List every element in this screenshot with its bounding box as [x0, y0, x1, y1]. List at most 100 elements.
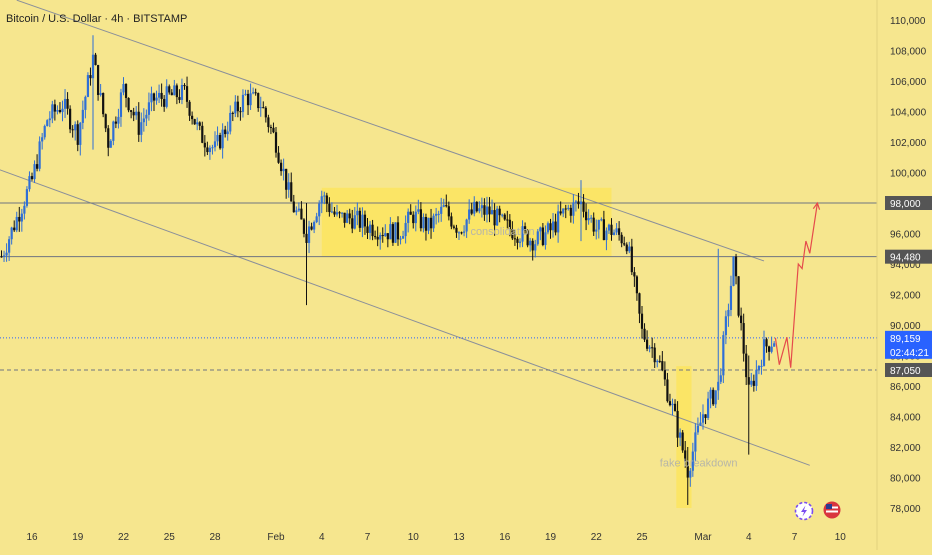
candle[interactable] [549, 218, 552, 239]
candle[interactable] [18, 206, 21, 232]
candle[interactable] [706, 391, 710, 420]
candle[interactable] [760, 359, 763, 375]
candle[interactable] [653, 343, 656, 368]
candle[interactable] [557, 204, 560, 243]
candle[interactable] [496, 205, 499, 226]
candle[interactable] [722, 331, 725, 384]
candle[interactable] [386, 233, 389, 248]
candle[interactable] [704, 414, 707, 425]
candle[interactable] [43, 124, 46, 140]
candle[interactable] [346, 210, 349, 224]
candle[interactable] [279, 159, 283, 176]
candle[interactable] [633, 267, 636, 287]
candle[interactable] [661, 351, 664, 372]
candle[interactable] [539, 226, 542, 241]
candle[interactable] [511, 221, 514, 241]
candle[interactable] [374, 230, 377, 240]
lightning-icon[interactable] [794, 501, 814, 521]
channel-upper-line[interactable] [16, 0, 765, 262]
candle[interactable] [112, 120, 115, 146]
candle[interactable] [201, 121, 204, 144]
candle[interactable] [163, 95, 166, 112]
candle[interactable] [442, 198, 445, 208]
candle[interactable] [160, 83, 163, 107]
candle[interactable] [404, 215, 407, 244]
candle[interactable] [546, 221, 550, 235]
candle[interactable] [717, 248, 720, 400]
candle[interactable] [307, 220, 311, 254]
candle[interactable] [86, 72, 90, 98]
candle[interactable] [353, 207, 356, 230]
candle[interactable] [185, 76, 189, 108]
candle[interactable] [508, 214, 511, 237]
candle[interactable] [157, 84, 161, 103]
candle[interactable] [254, 88, 257, 96]
candle[interactable] [5, 243, 8, 262]
candle[interactable] [435, 207, 438, 225]
us-flag-icon[interactable] [823, 501, 841, 519]
candle[interactable] [414, 205, 417, 232]
candle[interactable] [236, 95, 239, 118]
candle[interactable] [668, 393, 672, 407]
candle[interactable] [597, 219, 600, 239]
candle[interactable] [246, 89, 250, 116]
candle[interactable] [259, 96, 262, 117]
candle[interactable] [13, 220, 16, 232]
candle[interactable] [267, 114, 270, 133]
candle[interactable] [734, 253, 738, 285]
candle[interactable] [590, 214, 593, 223]
candle[interactable] [76, 120, 79, 152]
candle[interactable] [234, 95, 237, 118]
candle[interactable] [440, 197, 443, 222]
candle[interactable] [20, 208, 23, 232]
candle[interactable] [455, 224, 458, 238]
candle[interactable] [290, 172, 293, 202]
candle[interactable] [719, 368, 722, 385]
candle[interactable] [63, 89, 67, 118]
candle[interactable] [94, 52, 97, 66]
candle[interactable] [191, 111, 194, 125]
candle[interactable] [180, 78, 184, 105]
candle[interactable] [544, 225, 547, 250]
candle[interactable] [61, 100, 64, 122]
candle[interactable] [71, 125, 74, 138]
candle[interactable] [577, 192, 580, 209]
candle[interactable] [226, 121, 229, 141]
candle[interactable] [244, 89, 247, 96]
price-badge-94480[interactable]: 94,480 [885, 249, 932, 264]
candle[interactable] [28, 171, 31, 192]
candle[interactable] [58, 102, 62, 114]
candle[interactable] [562, 208, 565, 218]
candle[interactable] [320, 190, 323, 214]
candle[interactable] [376, 226, 379, 247]
candle[interactable] [427, 217, 430, 235]
candle[interactable] [297, 202, 300, 212]
candle[interactable] [645, 330, 649, 352]
candle[interactable] [709, 387, 712, 409]
candle[interactable] [750, 372, 753, 387]
candle[interactable] [696, 417, 700, 435]
candle[interactable] [152, 92, 156, 111]
candle[interactable] [559, 201, 562, 216]
candle[interactable] [773, 341, 776, 347]
candle[interactable] [165, 79, 168, 109]
candle[interactable] [310, 222, 313, 231]
candle[interactable] [656, 359, 659, 368]
candle[interactable] [218, 132, 222, 150]
candle[interactable] [48, 111, 51, 128]
candle[interactable] [663, 361, 666, 386]
candle[interactable] [691, 442, 694, 477]
candle[interactable] [468, 199, 471, 224]
candle[interactable] [554, 213, 557, 236]
candle[interactable] [429, 208, 433, 239]
candle[interactable] [679, 428, 682, 447]
candle[interactable] [89, 67, 92, 86]
candle[interactable] [262, 101, 265, 109]
candle[interactable] [356, 202, 359, 226]
candle[interactable] [389, 217, 392, 240]
candle[interactable] [285, 168, 288, 199]
candle[interactable] [422, 213, 425, 233]
candle[interactable] [523, 222, 527, 234]
candle[interactable] [252, 87, 255, 95]
candle[interactable] [714, 390, 717, 408]
